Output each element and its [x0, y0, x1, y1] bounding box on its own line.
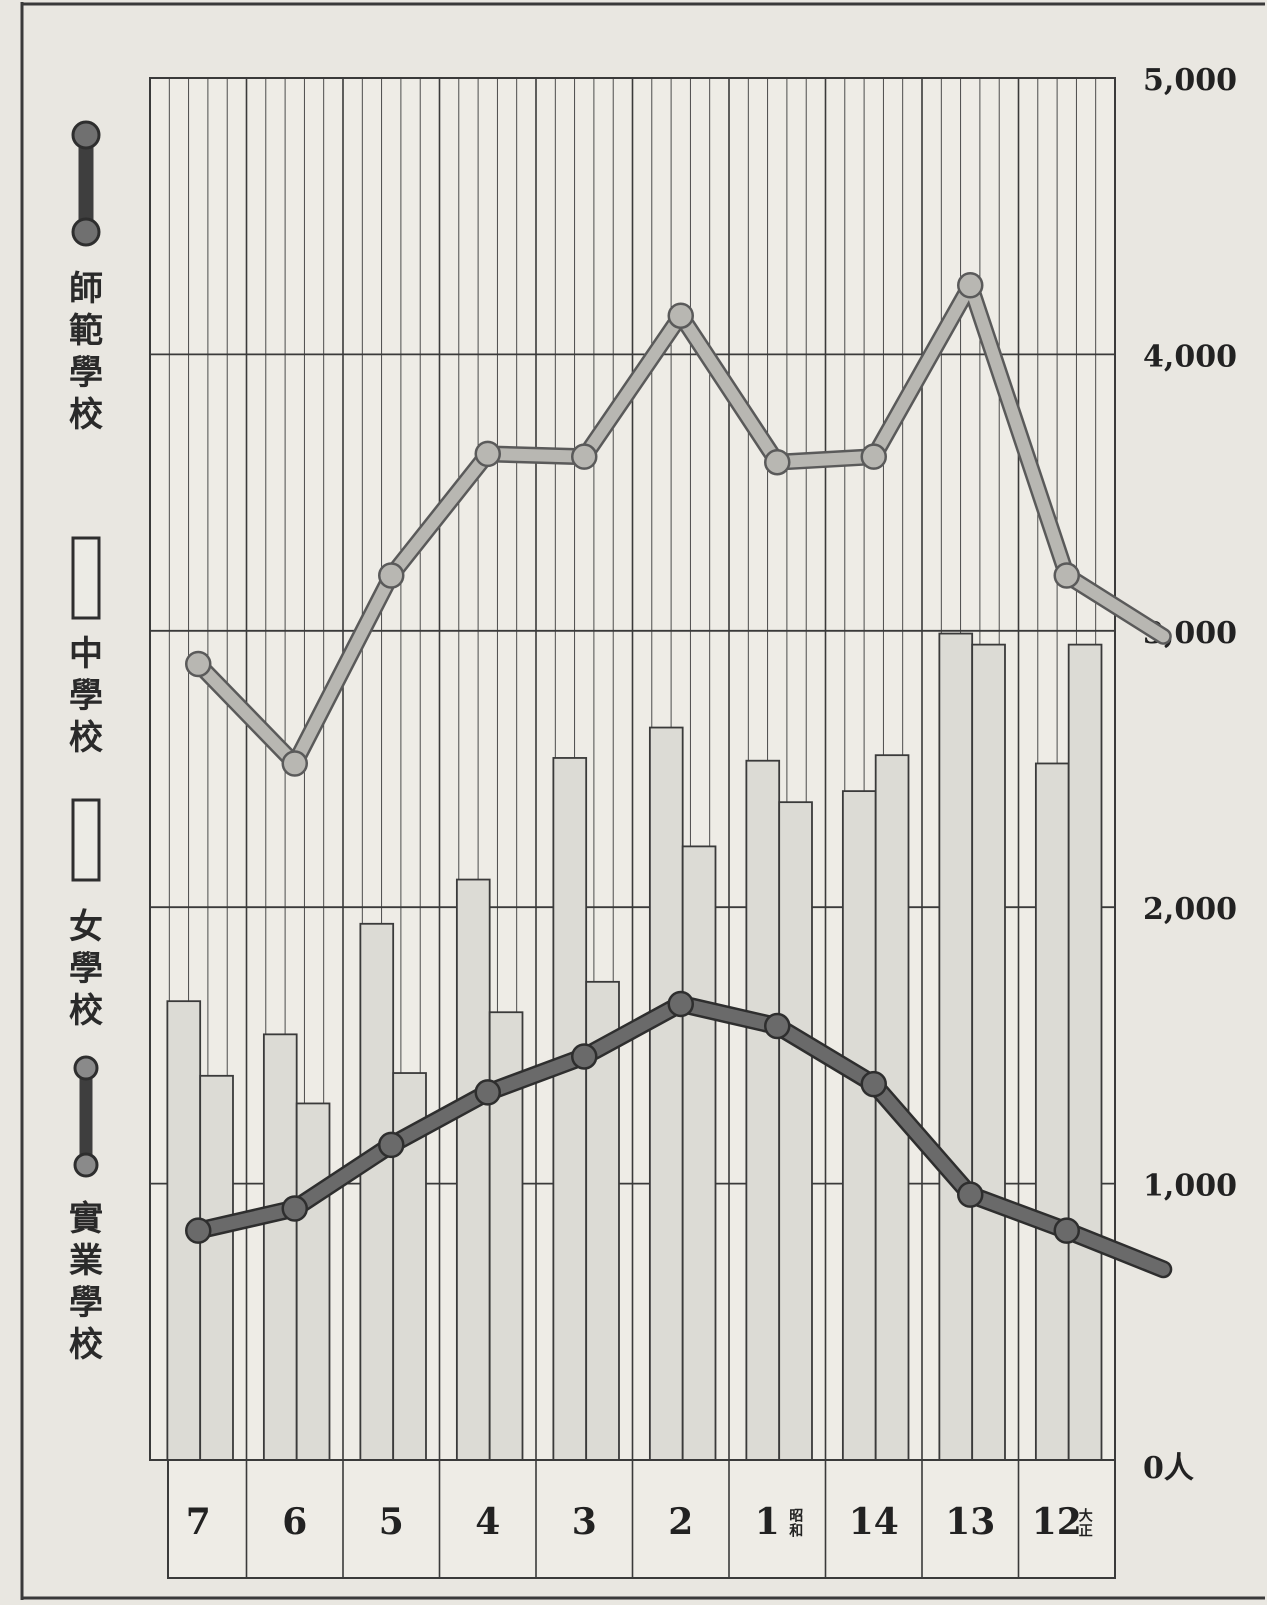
bar-middle-school: [648, 726, 684, 1461]
x-tick-label: 14: [849, 1501, 899, 1543]
legend-char: 校: [69, 395, 103, 435]
legend-char: 學: [69, 1283, 103, 1323]
normal-school-point: [1053, 562, 1080, 589]
bar-girls-school: [681, 845, 717, 1461]
bar-middle-school: [359, 922, 395, 1461]
x-tick-label: 6: [282, 1501, 307, 1543]
x-tick-label: 4: [475, 1501, 500, 1543]
normal-school-point: [281, 750, 308, 777]
y-tick-label: 0人: [1143, 1451, 1194, 1486]
x-tick-label: 2: [668, 1501, 693, 1543]
legend-vocational-school-ball: [73, 1152, 99, 1178]
x-tick-label: 1: [755, 1501, 780, 1543]
legend-char: 業: [69, 1241, 103, 1281]
legend-girls-school-label: 女學校: [69, 907, 103, 1031]
legend-char: 實: [69, 1199, 103, 1239]
legend-normal-school-ball: [71, 217, 101, 247]
vocational-school-point: [185, 1217, 212, 1244]
bar-middle-school: [262, 1033, 298, 1461]
x-tick-label: 7: [186, 1501, 211, 1543]
legend-char: 校: [69, 991, 103, 1031]
vocational-school-point: [860, 1070, 887, 1098]
legend-girls-school-symbol: [71, 798, 101, 882]
vocational-school-point: [281, 1195, 308, 1222]
y-tick-label: 4,000: [1143, 339, 1237, 374]
vocational-school-point: [667, 990, 694, 1018]
vocational-school-point: [378, 1131, 405, 1159]
legend-char: 校: [69, 718, 103, 758]
bar-girls-school: [778, 801, 813, 1461]
x-tick-label: 5: [379, 1501, 404, 1543]
normal-school-point: [957, 272, 984, 299]
legend-middle-school-label: 中學校: [69, 634, 103, 758]
vocational-school-point: [1053, 1217, 1080, 1244]
bar-girls-school: [295, 1102, 331, 1461]
legend-char: 校: [69, 1325, 103, 1365]
bar-girls-school: [971, 643, 1006, 1461]
legend-char: 學: [69, 353, 103, 393]
x-tick-label: 12: [1032, 1501, 1082, 1543]
vocational-school-point: [571, 1043, 598, 1070]
bar-girls-school: [199, 1074, 234, 1461]
vocational-school-point: [474, 1079, 501, 1106]
vocational-school-point: [957, 1181, 984, 1208]
legend-char: 女: [69, 907, 103, 947]
bar-middle-school: [938, 632, 974, 1461]
normal-school-point: [185, 650, 212, 678]
era-note-label: 大正: [1077, 1507, 1093, 1538]
legend-char: 中: [69, 634, 103, 674]
normal-school-point: [764, 448, 791, 476]
bar-middle-school: [841, 790, 877, 1461]
normal-school-point: [667, 302, 694, 329]
vocational-school-point: [764, 1012, 791, 1040]
bar-middle-school: [745, 759, 781, 1461]
x-tick-label: 13: [945, 1501, 995, 1543]
x-tick-label: 3: [572, 1501, 597, 1543]
legend-char: 學: [69, 949, 103, 989]
legend-vocational-school-ball: [73, 1055, 99, 1081]
legend-normal-school-ball: [71, 120, 101, 150]
y-tick-label: 1,000: [1143, 1169, 1237, 1204]
category-label-strip: [167, 1459, 1116, 1579]
legend-middle-school-symbol: [71, 536, 101, 620]
normal-school-point: [474, 440, 501, 468]
normal-school-point: [378, 562, 405, 589]
bar-middle-school: [1034, 762, 1070, 1461]
bar-middle-school: [552, 757, 588, 1461]
normal-school-point: [571, 443, 598, 470]
y-tick-label: 5,000: [1143, 63, 1237, 98]
era-note-label: 昭和: [787, 1508, 803, 1538]
y-tick-label: 2,000: [1143, 892, 1237, 927]
bar-girls-school: [1067, 643, 1103, 1461]
legend-char: 師: [69, 269, 103, 309]
normal-school-point: [860, 443, 887, 470]
legend-char: 學: [69, 676, 103, 716]
legend-char: 範: [69, 311, 103, 351]
bar-middle-school: [455, 878, 491, 1461]
